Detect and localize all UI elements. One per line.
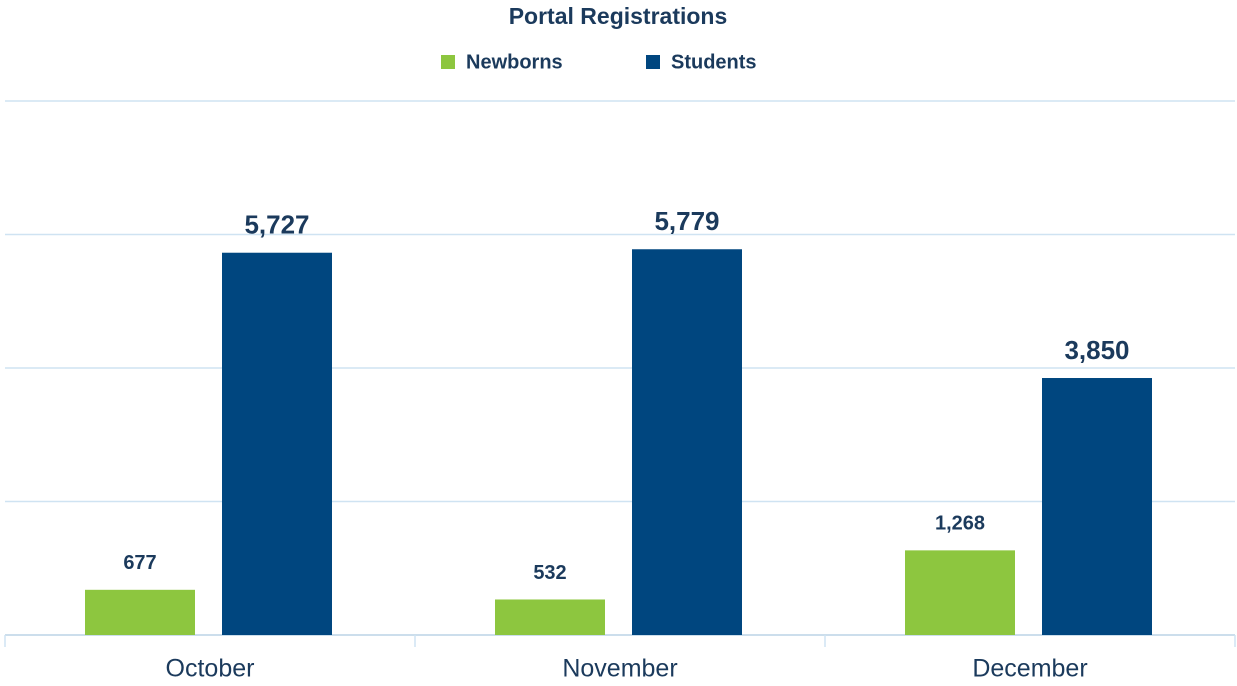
data-label: 532	[533, 562, 566, 584]
data-label: 1,268	[935, 513, 985, 535]
legend-swatch	[441, 55, 455, 69]
legend-label: Students	[671, 51, 757, 73]
x-tick-label: December	[972, 655, 1087, 683]
x-tick-label: October	[166, 655, 255, 683]
bar	[222, 252, 332, 635]
data-label: 5,727	[244, 210, 309, 240]
x-tick-label: November	[562, 655, 677, 683]
data-label: 3,850	[1064, 335, 1129, 365]
bar	[495, 599, 605, 635]
data-label: 5,779	[654, 206, 719, 236]
bar	[85, 589, 195, 635]
chart-title: Portal Registrations	[509, 3, 728, 29]
bar	[905, 550, 1015, 635]
bar	[632, 249, 742, 635]
bar	[1042, 378, 1152, 635]
legend-label: Newborns	[466, 51, 563, 73]
data-label: 677	[123, 552, 156, 574]
legend-swatch	[646, 55, 660, 69]
